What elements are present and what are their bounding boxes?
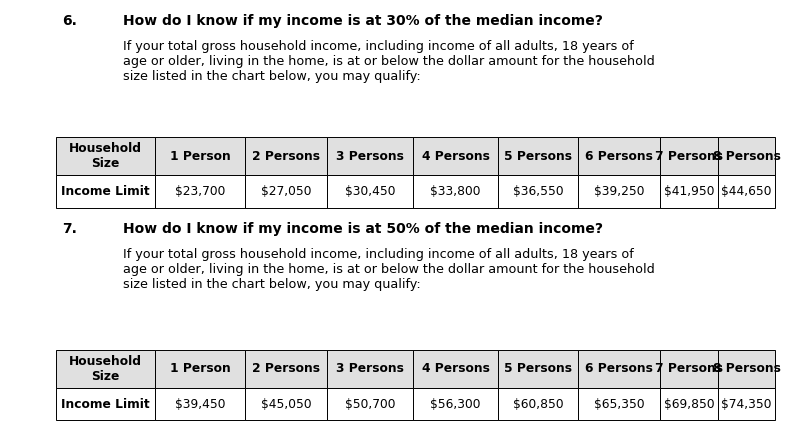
Bar <box>245 350 327 388</box>
Bar <box>578 137 660 175</box>
Bar <box>660 137 718 175</box>
Text: 5 Persons: 5 Persons <box>504 363 572 375</box>
Text: $44,650: $44,650 <box>722 185 772 198</box>
Bar <box>56 137 155 175</box>
Text: 8 Persons: 8 Persons <box>713 363 781 375</box>
Bar <box>327 175 413 208</box>
Bar <box>155 350 245 388</box>
Text: 8 Persons: 8 Persons <box>713 149 781 163</box>
Text: $45,050: $45,050 <box>260 398 311 410</box>
Bar <box>718 137 775 175</box>
Bar <box>718 350 775 388</box>
Bar <box>327 137 413 175</box>
Text: 6 Persons: 6 Persons <box>585 149 653 163</box>
Text: 2 Persons: 2 Persons <box>252 149 320 163</box>
Bar <box>413 175 498 208</box>
Text: size listed in the chart below, you may qualify:: size listed in the chart below, you may … <box>123 278 421 291</box>
Text: If your total gross household income, including income of all adults, 18 years o: If your total gross household income, in… <box>123 40 633 53</box>
Text: age or older, living in the home, is at or below the dollar amount for the house: age or older, living in the home, is at … <box>123 263 654 276</box>
Text: 4 Persons: 4 Persons <box>421 149 489 163</box>
Text: Income Limit: Income Limit <box>61 398 150 410</box>
Text: Income Limit: Income Limit <box>61 185 150 198</box>
Text: 7.: 7. <box>62 222 77 236</box>
Text: $23,700: $23,700 <box>175 185 225 198</box>
Text: 3 Persons: 3 Persons <box>336 363 404 375</box>
Text: Household
Size: Household Size <box>69 142 142 170</box>
Bar <box>245 388 327 420</box>
Bar <box>660 350 718 388</box>
Bar <box>327 350 413 388</box>
Bar <box>413 350 498 388</box>
Bar <box>56 388 155 420</box>
Text: If your total gross household income, including income of all adults, 18 years o: If your total gross household income, in… <box>123 248 633 261</box>
Text: $30,450: $30,450 <box>345 185 396 198</box>
Text: $27,050: $27,050 <box>260 185 311 198</box>
Bar <box>660 175 718 208</box>
Bar <box>718 388 775 420</box>
Text: Household
Size: Household Size <box>69 355 142 383</box>
Text: 1 Person: 1 Person <box>170 363 231 375</box>
Text: size listed in the chart below, you may qualify:: size listed in the chart below, you may … <box>123 70 421 83</box>
Bar <box>498 388 578 420</box>
Text: $65,350: $65,350 <box>594 398 644 410</box>
Text: 2 Persons: 2 Persons <box>252 363 320 375</box>
Bar <box>660 388 718 420</box>
Text: 6.: 6. <box>62 14 77 28</box>
Bar <box>155 137 245 175</box>
Text: $50,700: $50,700 <box>345 398 396 410</box>
Text: $69,850: $69,850 <box>663 398 714 410</box>
Bar <box>245 137 327 175</box>
Text: 5 Persons: 5 Persons <box>504 149 572 163</box>
Bar <box>718 175 775 208</box>
Text: 1 Person: 1 Person <box>170 149 231 163</box>
Text: $39,250: $39,250 <box>594 185 644 198</box>
Text: $56,300: $56,300 <box>430 398 481 410</box>
Bar <box>413 388 498 420</box>
Text: 4 Persons: 4 Persons <box>421 363 489 375</box>
Bar <box>155 175 245 208</box>
Bar <box>498 175 578 208</box>
Text: How do I know if my income is at 30% of the median income?: How do I know if my income is at 30% of … <box>123 14 603 28</box>
Bar <box>56 350 155 388</box>
Text: 7 Persons: 7 Persons <box>655 149 723 163</box>
Bar <box>327 388 413 420</box>
Bar <box>578 175 660 208</box>
Text: $41,950: $41,950 <box>663 185 714 198</box>
Text: $36,550: $36,550 <box>513 185 563 198</box>
Text: age or older, living in the home, is at or below the dollar amount for the house: age or older, living in the home, is at … <box>123 55 654 68</box>
Bar <box>155 388 245 420</box>
Text: How do I know if my income is at 50% of the median income?: How do I know if my income is at 50% of … <box>123 222 603 236</box>
Bar <box>578 388 660 420</box>
Bar <box>245 175 327 208</box>
Bar <box>56 175 155 208</box>
Text: $33,800: $33,800 <box>430 185 481 198</box>
Bar <box>413 137 498 175</box>
Text: 6 Persons: 6 Persons <box>585 363 653 375</box>
Bar <box>498 350 578 388</box>
Text: $74,350: $74,350 <box>722 398 772 410</box>
Text: $60,850: $60,850 <box>513 398 563 410</box>
Bar <box>498 137 578 175</box>
Bar <box>578 350 660 388</box>
Text: 7 Persons: 7 Persons <box>655 363 723 375</box>
Text: $39,450: $39,450 <box>175 398 225 410</box>
Text: 3 Persons: 3 Persons <box>336 149 404 163</box>
